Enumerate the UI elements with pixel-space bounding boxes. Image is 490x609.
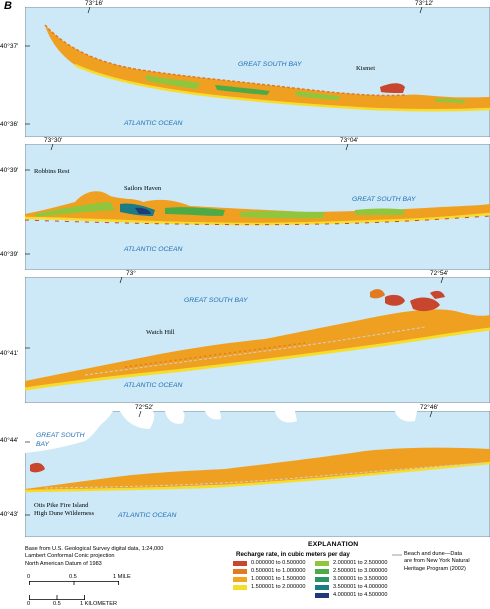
place-robbins-rest: Robbins Rest bbox=[34, 168, 70, 175]
lat-label-p4-a: 40°44' bbox=[0, 437, 19, 444]
map-panel-4 bbox=[25, 411, 490, 537]
map-panel-3 bbox=[25, 277, 490, 403]
map-panel-4-canvas bbox=[25, 411, 490, 537]
place-otis-pike-b: High Dune Wilderness bbox=[34, 510, 95, 517]
legend-swatch-8 bbox=[315, 585, 329, 590]
map-panel-1-canvas bbox=[25, 7, 490, 137]
bay-label-p4-b: BAY bbox=[36, 441, 50, 448]
legend-swatch-7 bbox=[315, 577, 329, 582]
legend-label-7: 3.000001 to 3.500000 bbox=[333, 576, 388, 582]
credit-line-1: Base from U.S. Geological Survey digital… bbox=[25, 546, 164, 552]
legend-title: EXPLANATION bbox=[308, 541, 359, 548]
map-panel-3-canvas bbox=[25, 277, 490, 403]
lat-label-p4-b: 40°43' bbox=[0, 511, 19, 518]
bay-label-p2: GREAT SOUTH BAY bbox=[352, 196, 416, 203]
credit-line-3: North American Datum of 1983 bbox=[25, 560, 102, 567]
ocean-label-p1: ATLANTIC OCEAN bbox=[124, 120, 183, 127]
place-sailors-haven: Sailors Haven bbox=[124, 185, 162, 192]
legend-swatch-9 bbox=[315, 593, 329, 598]
scale-bar-miles: 0 0.5 1 MILE bbox=[25, 574, 135, 586]
legend-beach-line-1: Beach and dune—Data bbox=[404, 551, 463, 557]
legend-beach-line-2: are from New York Natural bbox=[404, 558, 470, 565]
lon-label-p1-a: 73°16' bbox=[85, 0, 104, 7]
lat-label-p3-a: 40°41' bbox=[0, 350, 19, 357]
lon-label-p2-b: 73°04' bbox=[340, 137, 359, 144]
legend-beach-swatch bbox=[392, 554, 402, 556]
legend-label-8: 3.500001 to 4.000000 bbox=[333, 584, 388, 590]
legend-swatch-2 bbox=[233, 569, 247, 574]
lat-label-p1-b: 40°36' bbox=[0, 121, 19, 128]
bay-label-p4-a: GREAT SOUTH bbox=[36, 432, 85, 439]
scale-km-0: 0 bbox=[27, 601, 31, 607]
legend: 0.000000 to 0.500000 0.500001 to 1.00000… bbox=[233, 560, 433, 609]
legend-swatch-6 bbox=[315, 569, 329, 574]
legend-label-2: 0.500001 to 1.000000 bbox=[251, 568, 306, 574]
place-otis-pike-a: Otis Pike Fire Island bbox=[34, 502, 89, 509]
lon-label-p1-b: 73°12' bbox=[415, 0, 434, 7]
legend-label-9: 4.000001 to 4.500000 bbox=[333, 592, 388, 598]
scale-km-half: 0.5 bbox=[53, 601, 61, 607]
map-panel-1 bbox=[25, 7, 490, 137]
place-watch-hill: Watch Hill bbox=[146, 329, 175, 336]
legend-swatch-5 bbox=[315, 561, 329, 566]
scale-miles-half: 0.5 bbox=[69, 574, 77, 580]
scale-bar-miles-graphic bbox=[29, 581, 119, 585]
lat-label-p2-a: 40°39' bbox=[0, 167, 19, 174]
scale-miles-1: 1 MILE bbox=[113, 574, 131, 580]
lat-label-p1-a: 40°37' bbox=[0, 43, 19, 50]
map-credits: Base from U.S. Geological Survey digital… bbox=[25, 546, 163, 568]
legend-beach-line-3: Heritage Program (2002) bbox=[404, 565, 466, 572]
legend-swatch-3 bbox=[233, 577, 247, 582]
bay-label-p1: GREAT SOUTH BAY bbox=[238, 61, 302, 68]
lon-label-p4-a: 72°52' bbox=[135, 404, 154, 411]
legend-label-5: 2.000001 to 2.500000 bbox=[333, 560, 388, 566]
credit-line-2: Lambert Conformal Conic projection bbox=[25, 553, 115, 560]
map-panel-2 bbox=[25, 144, 490, 270]
lon-label-p2-a: 73°30' bbox=[44, 137, 63, 144]
map-panel-2-canvas bbox=[25, 144, 490, 270]
scale-km-1: 1 KILOMETER bbox=[80, 601, 117, 607]
legend-beach-label: Beach and dune—Data are from New York Na… bbox=[404, 551, 470, 573]
ocean-label-p4: ATLANTIC OCEAN bbox=[118, 512, 177, 519]
legend-subtitle: Recharge rate, in cubic meters per day bbox=[236, 551, 350, 558]
legend-label-1: 0.000000 to 0.500000 bbox=[251, 560, 306, 566]
scale-miles-0: 0 bbox=[27, 574, 31, 580]
legend-swatch-4 bbox=[233, 585, 247, 590]
legend-label-3: 1.000001 to 1.500000 bbox=[251, 576, 306, 582]
figure-letter: B bbox=[4, 0, 12, 12]
lon-label-p3-b: 72°54' bbox=[430, 270, 449, 277]
legend-swatch-1 bbox=[233, 561, 247, 566]
place-kismet: Kismet bbox=[356, 65, 376, 72]
scale-bar-km-graphic bbox=[29, 595, 85, 600]
ocean-label-p3: ATLANTIC OCEAN bbox=[124, 382, 183, 389]
lon-label-p3-a: 73° bbox=[126, 270, 136, 277]
scale-bar-km: 0 0.5 1 KILOMETER bbox=[25, 594, 135, 608]
bay-label-p3: GREAT SOUTH BAY bbox=[184, 297, 248, 304]
ocean-label-p2: ATLANTIC OCEAN bbox=[124, 246, 183, 253]
lon-label-p4-b: 72°46' bbox=[420, 404, 439, 411]
legend-label-6: 2.500001 to 3.000000 bbox=[333, 568, 388, 574]
legend-label-4: 1.500001 to 2.000000 bbox=[251, 584, 306, 590]
lat-label-p2-b: 40°39' bbox=[0, 251, 19, 258]
